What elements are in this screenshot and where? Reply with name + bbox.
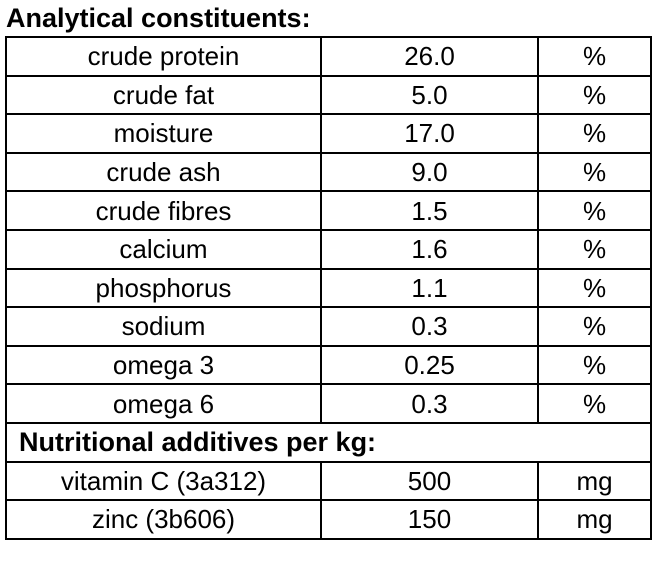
table-row: crude fat 5.0 % xyxy=(5,74,652,116)
table-row: crude protein 26.0 % xyxy=(5,36,652,77)
constituent-unit: % xyxy=(537,151,652,193)
section-header-row: Nutritional additives per kg: xyxy=(5,421,652,463)
constituent-name: sodium xyxy=(5,306,322,347)
constituent-name: omega 3 xyxy=(5,344,322,386)
constituent-name: omega 6 xyxy=(5,383,322,424)
constituent-value: 26.0 xyxy=(320,36,539,77)
constituent-unit: % xyxy=(537,267,652,309)
constituent-name: calcium xyxy=(5,228,322,270)
constituent-value: 0.25 xyxy=(320,344,539,386)
additive-unit: mg xyxy=(537,460,652,502)
constituent-value: 1.6 xyxy=(320,228,539,270)
table-row: crude ash 9.0 % xyxy=(5,151,652,193)
constituent-unit: % xyxy=(537,113,652,154)
constituent-name: crude fibres xyxy=(5,190,322,231)
analytical-constituents-title: Analytical constituents: xyxy=(6,3,311,33)
constituent-unit: % xyxy=(537,383,652,424)
table-row: omega 3 0.25 % xyxy=(5,344,652,386)
additives-section-title: Nutritional additives per kg: xyxy=(5,421,652,463)
additive-name: zinc (3b606) xyxy=(5,499,322,540)
table-row: omega 6 0.3 % xyxy=(5,383,652,424)
constituent-value: 17.0 xyxy=(320,113,539,154)
nutrition-label-page: Analytical constituents: crude protein 2… xyxy=(0,4,656,574)
constituent-unit: % xyxy=(537,344,652,386)
constituent-unit: % xyxy=(537,190,652,231)
constituent-value: 1.1 xyxy=(320,267,539,309)
constituent-unit: % xyxy=(537,228,652,270)
constituent-value: 5.0 xyxy=(320,74,539,116)
constituent-value: 0.3 xyxy=(320,383,539,424)
constituent-name: crude fat xyxy=(5,74,322,116)
table-row: calcium 1.6 % xyxy=(5,228,652,270)
constituent-unit: % xyxy=(537,74,652,116)
table-row: phosphorus 1.1 % xyxy=(5,267,652,309)
constituent-value: 1.5 xyxy=(320,190,539,231)
table-row: vitamin C (3a312) 500 mg xyxy=(5,460,652,502)
constituent-value: 0.3 xyxy=(320,306,539,347)
table-row: crude fibres 1.5 % xyxy=(5,190,652,231)
constituent-name: crude ash xyxy=(5,151,322,193)
constituent-name: phosphorus xyxy=(5,267,322,309)
additive-name: vitamin C (3a312) xyxy=(5,460,322,502)
additive-value: 150 xyxy=(320,499,539,540)
additive-unit: mg xyxy=(537,499,652,540)
constituent-unit: % xyxy=(537,36,652,77)
constituent-value: 9.0 xyxy=(320,151,539,193)
analytical-constituents-table: crude protein 26.0 % crude fat 5.0 % moi… xyxy=(5,36,652,540)
constituent-name: moisture xyxy=(5,113,322,154)
constituent-name: crude protein xyxy=(5,36,322,77)
table-row: moisture 17.0 % xyxy=(5,113,652,154)
additive-value: 500 xyxy=(320,460,539,502)
table-row: zinc (3b606) 150 mg xyxy=(5,499,652,540)
table-row: sodium 0.3 % xyxy=(5,306,652,347)
constituent-unit: % xyxy=(537,306,652,347)
